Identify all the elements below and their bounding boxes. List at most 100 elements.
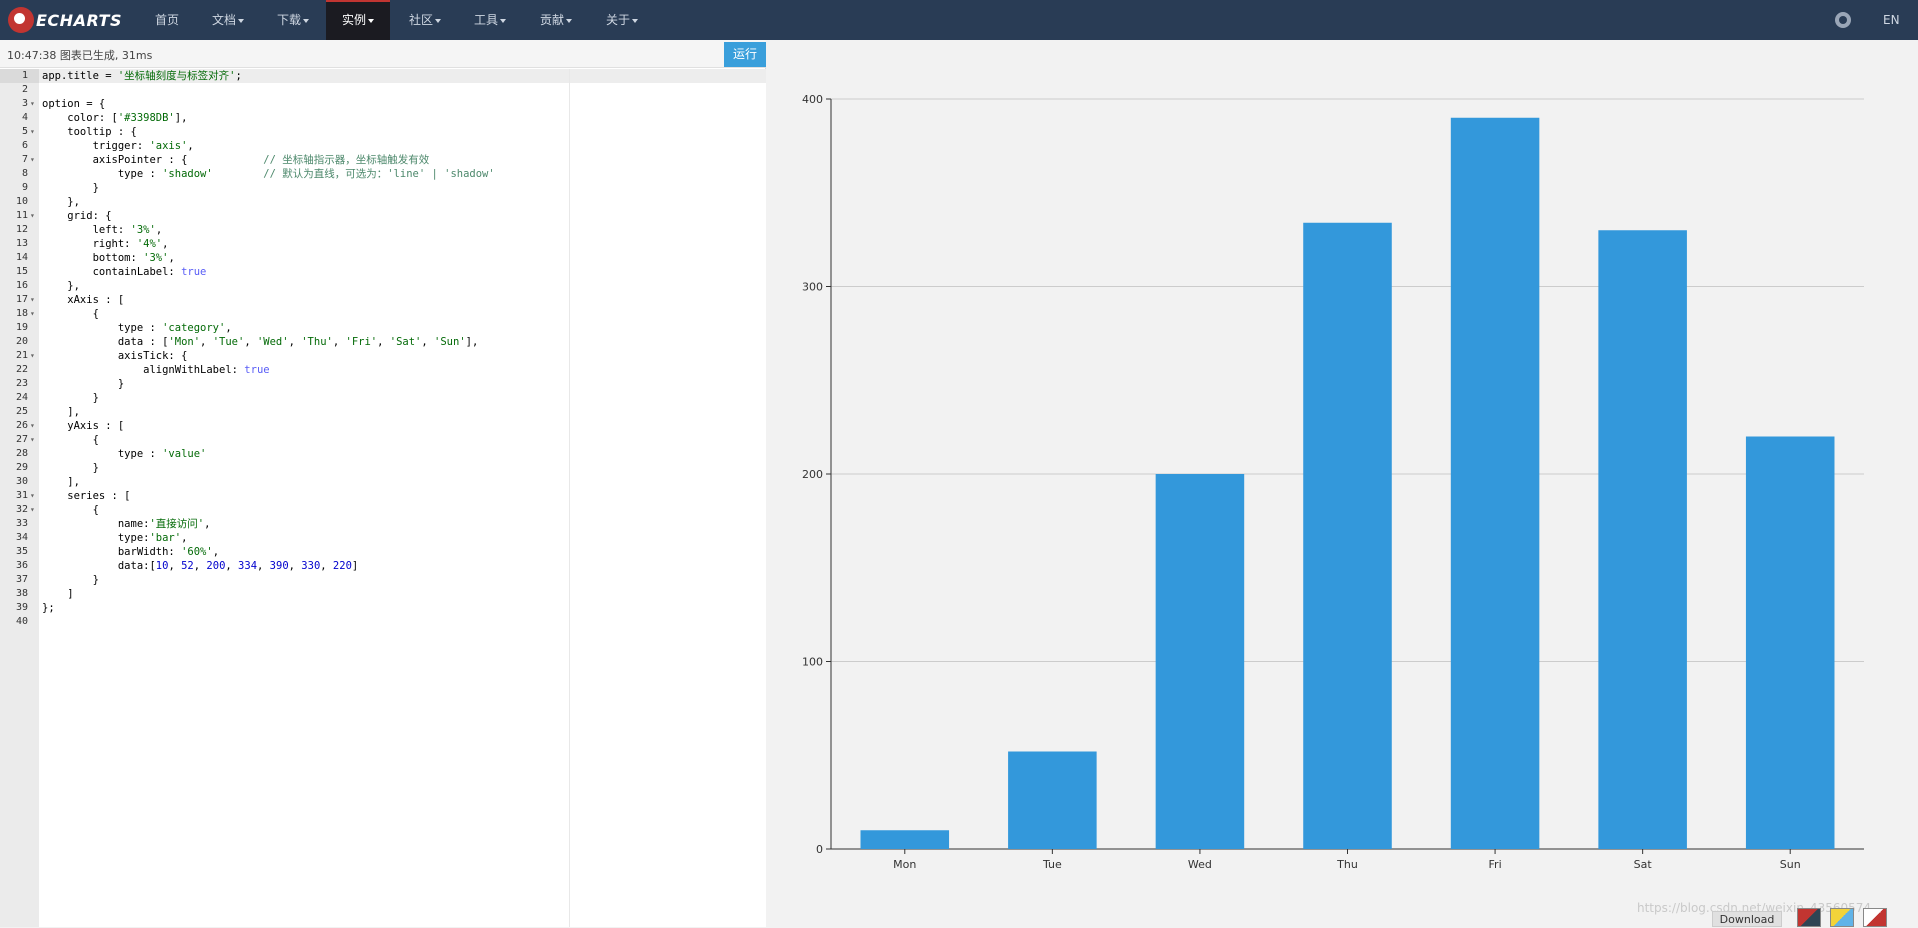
theme-swatch-dark[interactable] [1797, 908, 1821, 927]
y-tick-label: 100 [802, 656, 823, 669]
theme-swatch-light[interactable] [1830, 908, 1854, 927]
code-text: tooltip : { [42, 126, 137, 138]
code-text: bottom: '3%', [42, 252, 175, 264]
line-number: 26 [15, 420, 28, 431]
bar-tue [1008, 751, 1097, 849]
fold-toggle-icon[interactable]: ▾ [30, 309, 35, 318]
line-number: 9 [21, 182, 28, 193]
line-number: 36 [15, 560, 28, 571]
line-number: 40 [15, 616, 28, 627]
theme-swatch-default[interactable] [1863, 908, 1887, 927]
github-icon[interactable] [1835, 12, 1851, 28]
code-text: } [42, 392, 99, 404]
download-button[interactable]: Download [1712, 911, 1782, 927]
line-number: 8 [21, 168, 28, 179]
code-text: }, [42, 196, 80, 208]
nav-item-label: 下载 [277, 13, 302, 27]
fold-toggle-icon[interactable]: ▾ [30, 505, 35, 514]
y-tick-label: 200 [802, 468, 823, 481]
line-number: 31 [15, 490, 28, 501]
code-text: alignWithLabel: true [42, 364, 270, 376]
fold-toggle-icon[interactable]: ▾ [30, 127, 35, 136]
line-number: 30 [15, 476, 28, 487]
run-button[interactable]: 运行 [724, 42, 766, 67]
nav-item-7[interactable]: 关于 [590, 0, 654, 40]
line-number: 23 [15, 378, 28, 389]
x-tick-label: Wed [1188, 858, 1212, 871]
bar-chart: 0 100 200 300 400 Mon Tue Wed Thu Fri Sat Sun [802, 93, 1864, 871]
code-text: }, [42, 280, 80, 292]
bar-wed [1155, 474, 1245, 849]
line-number: 14 [15, 252, 28, 263]
code-text-area[interactable] [39, 69, 766, 927]
echarts-logo[interactable]: ECHARTS [8, 7, 122, 33]
y-tick-label: 300 [802, 281, 823, 294]
code-text: } [42, 378, 125, 390]
active-line-highlight [0, 69, 766, 83]
code-text: containLabel: true [42, 266, 207, 278]
nav-item-6[interactable]: 贡献 [524, 0, 588, 40]
code-text: ], [42, 406, 80, 418]
nav-item-2[interactable]: 下载 [261, 0, 325, 40]
line-number: 10 [15, 196, 28, 207]
line-number: 17 [15, 294, 28, 305]
fold-toggle-icon[interactable]: ▾ [30, 351, 35, 360]
code-text: trigger: 'axis', [42, 140, 194, 152]
nav-item-3[interactable]: 实例 [326, 0, 391, 40]
line-number: 11 [15, 210, 28, 221]
bar-sat [1598, 230, 1687, 849]
language-switch[interactable]: EN [1883, 13, 1900, 27]
fold-toggle-icon[interactable]: ▾ [30, 211, 35, 220]
line-number: 27 [15, 434, 28, 445]
chart-panel: 0 100 200 300 400 Mon Tue Wed Thu Fri Sat Sun [767, 40, 1918, 927]
code-text: left: '3%', [42, 224, 163, 236]
line-number: 28 [15, 448, 28, 459]
line-number: 4 [21, 112, 28, 123]
caret-down-icon [500, 18, 507, 23]
line-number: 33 [15, 518, 28, 529]
fold-toggle-icon[interactable]: ▾ [30, 435, 35, 444]
line-number: 25 [15, 406, 28, 417]
nav-item-1[interactable]: 文档 [196, 0, 260, 40]
code-text: }; [42, 602, 55, 614]
top-navbar: ECHARTS 首页 文档 下载 实例 社区 工具 贡献 关于 EN [0, 0, 1918, 40]
code-text: color: ['#3398DB'], [42, 112, 188, 124]
code-text: } [42, 462, 99, 474]
code-text: type : 'value' [42, 448, 207, 460]
nav-item-4[interactable]: 社区 [393, 0, 457, 40]
x-tick-label: Fri [1489, 858, 1502, 871]
fold-toggle-icon[interactable]: ▾ [30, 421, 35, 430]
code-text: series : [ [42, 490, 131, 502]
line-number: 19 [15, 322, 28, 333]
code-text: type : 'category', [42, 322, 232, 334]
code-text: { [42, 434, 99, 446]
nav-item-0[interactable]: 首页 [139, 0, 195, 40]
code-text: { [42, 308, 99, 320]
caret-down-icon [566, 18, 573, 23]
caret-down-icon [435, 18, 442, 23]
line-number: 37 [15, 574, 28, 585]
fold-toggle-icon[interactable]: ▾ [30, 99, 35, 108]
fold-toggle-icon[interactable]: ▾ [30, 491, 35, 500]
code-text: right: '4%', [42, 238, 169, 250]
code-text: ] [42, 588, 74, 600]
code-text: name:'直接访问', [42, 518, 211, 530]
fold-toggle-icon[interactable]: ▾ [30, 295, 35, 304]
fold-toggle-icon[interactable]: ▾ [30, 155, 35, 164]
line-number: 3 [21, 98, 28, 109]
x-tick-label: Tue [1042, 858, 1062, 871]
code-text: xAxis : [ [42, 294, 125, 306]
print-margin [569, 69, 570, 927]
code-editor-panel: 10:47:38 图表已生成, 31ms 运行 1 app.title = '坐标… [0, 40, 766, 927]
nav-item-label: 实例 [342, 13, 367, 27]
echarts-logo-icon [8, 7, 34, 33]
nav-item-5[interactable]: 工具 [458, 0, 522, 40]
line-number: 18 [15, 308, 28, 319]
line-number: 34 [15, 532, 28, 543]
code-text: } [42, 182, 99, 194]
caret-down-icon [303, 18, 310, 23]
code-text: option = { [42, 98, 106, 110]
line-number: 32 [15, 504, 28, 515]
line-number: 5 [21, 126, 28, 137]
nav-item-label: 社区 [409, 13, 434, 27]
